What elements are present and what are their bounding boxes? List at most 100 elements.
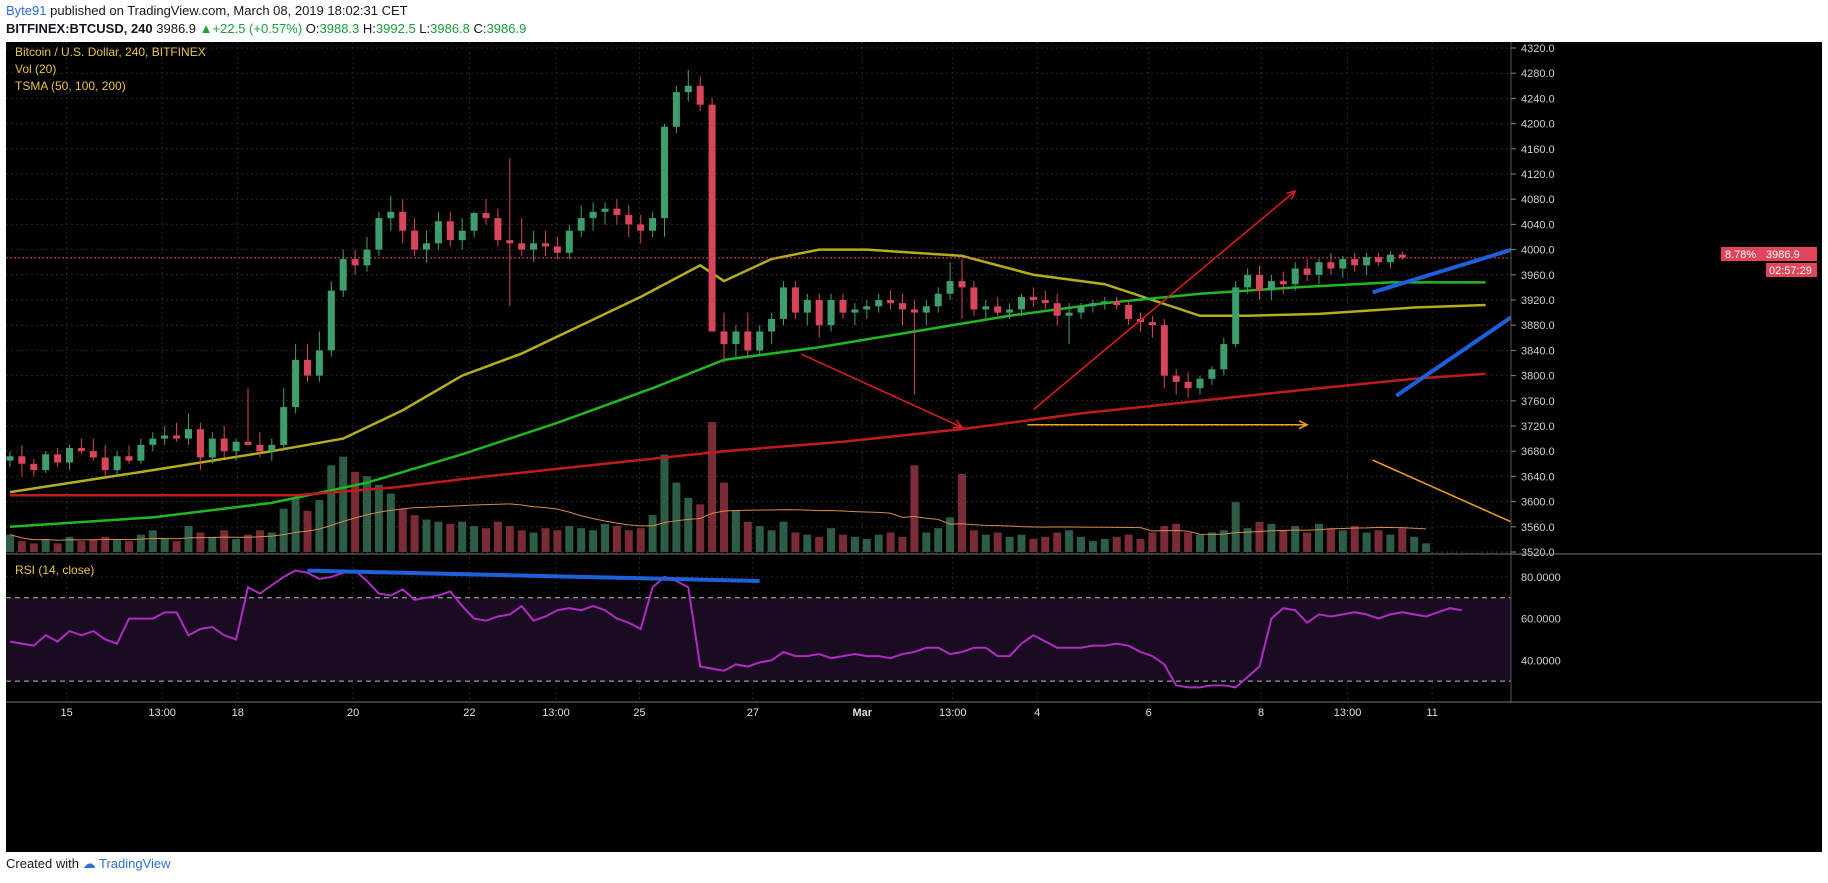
volume-bar (684, 497, 693, 552)
price-tick-label: 4240.0 (1521, 93, 1555, 105)
price-tick-label: 4280.0 (1521, 68, 1555, 80)
candle-body (696, 85, 704, 105)
candle-body (958, 281, 966, 288)
volume-bar (232, 539, 241, 552)
volume-bar (29, 543, 38, 552)
candle-body (1256, 274, 1263, 291)
candle-body (423, 243, 430, 250)
candle-body (1303, 268, 1311, 275)
red-arrow (801, 353, 963, 428)
candle-body (30, 463, 38, 471)
price-tick-label: 3760.0 (1521, 396, 1555, 408)
candle-body (1053, 303, 1061, 316)
volume-bar (1422, 543, 1431, 552)
volume-bar (1255, 521, 1264, 552)
close-value: 3986.9 (486, 21, 527, 36)
candle-body (339, 259, 347, 291)
author-link[interactable]: Byte91 (6, 3, 47, 18)
volume-bar (1005, 536, 1014, 552)
volume-bar (160, 539, 169, 552)
candle-body (565, 230, 573, 253)
price-tick-label: 3600.0 (1521, 497, 1555, 509)
candle-body (292, 359, 300, 408)
candle-body (637, 224, 645, 231)
red-arrow (1032, 190, 1296, 411)
volume-bar (1303, 532, 1312, 552)
candle-body (708, 104, 716, 332)
candle-body (18, 456, 26, 464)
volume-bar (1374, 530, 1383, 552)
candle-body (910, 309, 918, 313)
candle-body (625, 214, 633, 225)
candle-body (1125, 305, 1133, 319)
volume-bar (386, 493, 395, 552)
price-tick-label: 4080.0 (1521, 194, 1555, 206)
volume-bar (208, 536, 217, 552)
candle-body (1029, 296, 1037, 300)
created-with-text: Created with (6, 856, 79, 871)
candle-body (268, 444, 276, 452)
candle-body (518, 243, 526, 250)
countdown-timer: 02:57:29 (1769, 265, 1812, 277)
candle-body (1101, 301, 1109, 304)
volume-bar (41, 539, 50, 552)
volume-bar (1160, 526, 1169, 552)
candle-body (613, 208, 621, 215)
candle-body (1041, 300, 1049, 304)
volume-bar (1350, 526, 1359, 552)
candle-body (815, 300, 823, 326)
candle-body (863, 306, 871, 310)
legend: Bitcoin / U.S. Dollar, 240, BITFINEX Vol… (15, 45, 206, 577)
price-chart[interactable]: 4320.0 4280.0 4240.0 4200.0 4160.0 4120.0 4080… (6, 42, 1822, 852)
volume-bar (470, 526, 479, 552)
last-price: 3986.9 (156, 21, 197, 36)
candle-body (899, 303, 906, 310)
volume-bar (184, 526, 193, 552)
candle-body (982, 306, 990, 310)
volume-bar (910, 465, 919, 552)
volume-bar (839, 534, 847, 552)
volume-bar (446, 523, 455, 552)
candle-body (1232, 287, 1240, 345)
tradingview-logo-icon: ☁ (82, 856, 96, 871)
time-tick-label: 27 (747, 707, 759, 719)
price-change: +22.5 (+0.57%) (212, 21, 303, 36)
candle-body (946, 281, 954, 294)
volume-bar (136, 534, 145, 552)
up-arrow-icon: ▲ (199, 21, 213, 36)
candle-body (327, 290, 335, 351)
candle-body (149, 438, 157, 445)
candle-body (1398, 254, 1406, 258)
tradingview-link[interactable]: TradingView (99, 856, 171, 871)
time-tick-label: 13:00 (939, 707, 967, 719)
volume-bar (767, 530, 776, 552)
candle-body (161, 435, 169, 439)
time-tick-label: 8 (1258, 707, 1264, 719)
price-tick-label: 4200.0 (1521, 119, 1555, 131)
price-tick-label: 3880.0 (1521, 320, 1555, 332)
candle-body (1244, 274, 1252, 288)
time-tick-label: 13:00 (1334, 707, 1362, 719)
candle-body (934, 293, 942, 307)
candle-body (780, 287, 787, 319)
volume-bar (315, 500, 324, 552)
time-tick-label: 6 (1146, 707, 1152, 719)
candle-body (887, 300, 895, 304)
legend-tsma: TSMA (50, 100, 200) (15, 79, 126, 93)
candle-body (1315, 262, 1323, 275)
candle-body (232, 441, 240, 452)
chart-header: Byte91 published on TradingView.com, Mar… (6, 0, 1816, 40)
candle-body (196, 429, 204, 458)
candle-body (482, 213, 490, 219)
price-tick-label: 4160.0 (1521, 144, 1555, 156)
volume-bar (660, 454, 669, 552)
candle-body (66, 448, 73, 463)
candle-body (77, 448, 85, 452)
volume-bar (267, 532, 276, 552)
candle-body (137, 444, 145, 461)
volume-bar (482, 528, 490, 552)
volume-bar (327, 465, 336, 552)
volume-bar (1041, 536, 1050, 552)
volume-bar (220, 530, 229, 552)
candle-body (922, 306, 930, 313)
